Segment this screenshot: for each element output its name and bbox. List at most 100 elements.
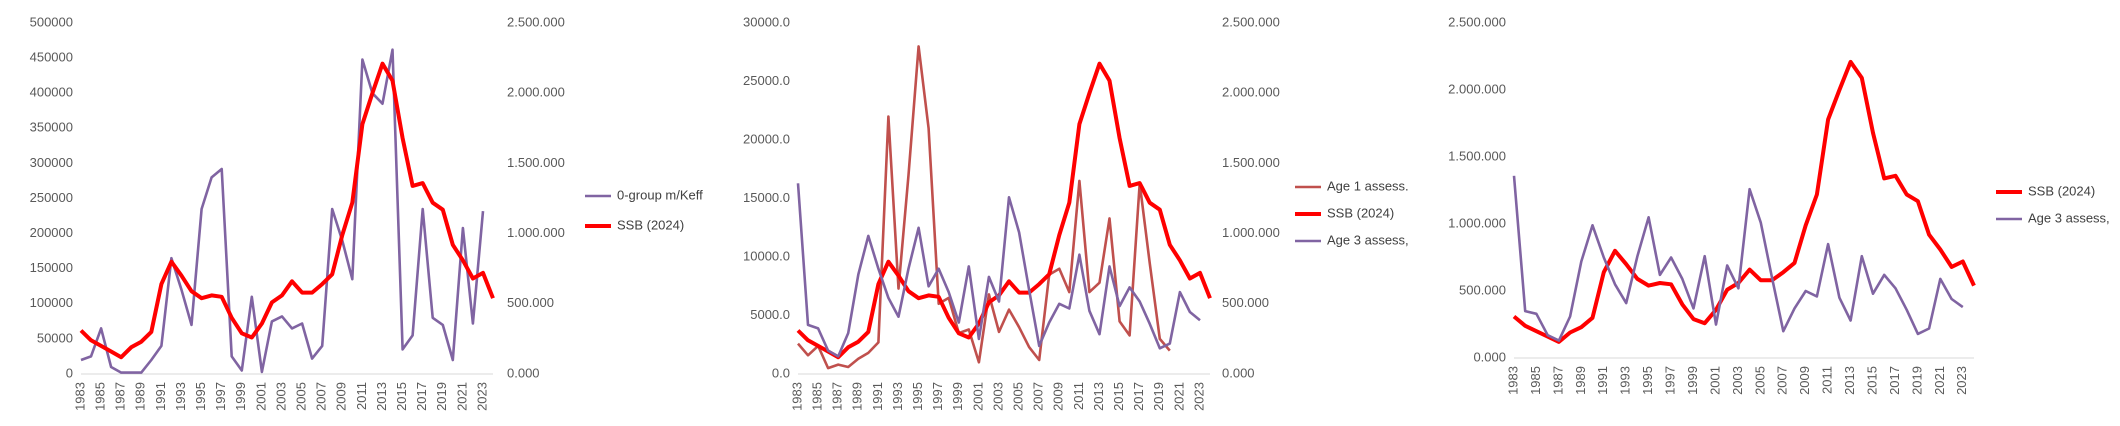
- y-tick-label: 2.500.000: [1448, 14, 1506, 29]
- y-tick-label: 400000: [30, 85, 73, 100]
- y-tick-label: 10000.0: [743, 248, 790, 263]
- x-tick-label: 1991: [153, 382, 168, 411]
- x-tick-label: 2001: [970, 382, 985, 411]
- y-tick-label: 1.500.000: [1448, 148, 1506, 163]
- x-tick-label: 2017: [1131, 382, 1146, 411]
- y2-tick-label: 1.000.000: [507, 225, 565, 240]
- x-tick-label: 2019: [434, 382, 449, 411]
- x-tick-label: 2019: [1909, 366, 1924, 395]
- y2-tick-label: 500.000: [1222, 295, 1269, 310]
- x-tick-label: 1991: [870, 382, 885, 411]
- x-tick-label: 1995: [193, 382, 208, 411]
- x-tick-label: 1989: [850, 382, 865, 411]
- y2-tick-label: 0.000: [507, 365, 540, 380]
- legend-label: 0-group m/Keff: [617, 187, 703, 202]
- y-tick-label: 500.000: [1459, 282, 1506, 297]
- y2-tick-label: 2.500.000: [1222, 14, 1280, 29]
- legend-label: Age 3 assess,: [1327, 232, 1409, 247]
- x-tick-label: 2019: [1151, 382, 1166, 411]
- x-tick-label: 2021: [454, 382, 469, 411]
- x-tick-label: 1991: [1595, 366, 1610, 395]
- y-tick-label: 300000: [30, 155, 73, 170]
- x-tick-label: 1985: [1528, 366, 1543, 395]
- series-line: [1512, 59, 1976, 344]
- y2-tick-label: 1.000.000: [1222, 225, 1280, 240]
- x-tick-label: 1995: [1640, 366, 1655, 395]
- x-tick-label: 2009: [334, 382, 349, 411]
- x-tick-label: 2021: [1932, 366, 1947, 395]
- series-line: [797, 45, 1171, 370]
- x-tick-label: 2003: [1730, 366, 1745, 395]
- y-tick-label: 100000: [30, 295, 73, 310]
- y-tick-label: 5000.0: [750, 307, 790, 322]
- y-tick-label: 500000: [30, 14, 73, 29]
- y-tick-label: 1.000.000: [1448, 215, 1506, 230]
- y2-tick-label: 2.000.000: [1222, 85, 1280, 100]
- y-tick-label: 20000.0: [743, 131, 790, 146]
- y-tick-label: 2.000.000: [1448, 81, 1506, 96]
- x-tick-label: 2013: [1091, 382, 1106, 411]
- x-tick-label: 2021: [1171, 382, 1186, 411]
- legend-label: Age 1 assess.: [1327, 178, 1409, 193]
- x-tick-label: 2001: [1707, 366, 1722, 395]
- x-tick-label: 1999: [233, 382, 248, 411]
- x-tick-label: 1999: [950, 382, 965, 411]
- x-tick-label: 1985: [810, 382, 825, 411]
- x-tick-label: 2005: [294, 382, 309, 411]
- x-tick-label: 1983: [1505, 366, 1520, 395]
- x-tick-label: 2023: [1191, 382, 1206, 411]
- x-tick-label: 1997: [213, 382, 228, 411]
- x-tick-label: 1997: [930, 382, 945, 411]
- y-tick-label: 0.000: [1473, 349, 1506, 364]
- series-line: [796, 183, 1201, 358]
- x-tick-label: 2013: [1842, 366, 1857, 395]
- x-tick-label: 2007: [314, 382, 329, 411]
- y-tick-label: 350000: [30, 120, 73, 135]
- y-tick-label: 0.0: [772, 365, 790, 380]
- y2-tick-label: 2.000.000: [507, 85, 565, 100]
- y-tick-label: 150000: [30, 260, 73, 275]
- x-tick-label: 2015: [1111, 382, 1126, 411]
- series-line: [79, 61, 495, 360]
- x-tick-label: 2007: [1031, 382, 1046, 411]
- y2-tick-label: 0.000: [1222, 365, 1255, 380]
- x-tick-label: 1989: [1573, 366, 1588, 395]
- series-line: [796, 61, 1212, 360]
- x-tick-label: 1985: [93, 382, 108, 411]
- y2-tick-label: 1.500.000: [1222, 155, 1280, 170]
- x-tick-label: 2009: [1051, 382, 1066, 411]
- x-tick-label: 1987: [1550, 366, 1565, 395]
- x-tick-label: 2001: [253, 382, 268, 411]
- legend-label: Age 3 assess,: [2028, 210, 2110, 225]
- y-tick-label: 0: [66, 365, 73, 380]
- x-tick-label: 2003: [990, 382, 1005, 411]
- x-tick-label: 2013: [374, 382, 389, 411]
- y-tick-label: 450000: [30, 50, 73, 65]
- y-tick-label: 30000.0: [743, 14, 790, 29]
- x-tick-label: 2003: [273, 382, 288, 411]
- legend-label: SSB (2024): [1327, 205, 1394, 220]
- y-tick-label: 25000.0: [743, 73, 790, 88]
- x-tick-label: 1987: [113, 382, 128, 411]
- x-tick-label: 1983: [789, 382, 804, 411]
- x-tick-label: 2009: [1797, 366, 1812, 395]
- legend-label: SSB (2024): [617, 217, 684, 232]
- x-tick-label: 1997: [1663, 366, 1678, 395]
- y-tick-label: 200000: [30, 225, 73, 240]
- x-tick-label: 2023: [474, 382, 489, 411]
- x-tick-label: 1989: [133, 382, 148, 411]
- series-line: [1512, 175, 1964, 342]
- x-tick-label: 2017: [1887, 366, 1902, 395]
- x-tick-label: 2005: [1011, 382, 1026, 411]
- y-tick-label: 250000: [30, 190, 73, 205]
- y2-tick-label: 2.500.000: [507, 14, 565, 29]
- x-tick-label: 1993: [890, 382, 905, 411]
- y-tick-label: 15000.0: [743, 190, 790, 205]
- x-tick-label: 2015: [394, 382, 409, 411]
- x-tick-label: 2015: [1864, 366, 1879, 395]
- x-tick-label: 1983: [72, 382, 87, 411]
- x-tick-label: 2005: [1752, 366, 1767, 395]
- y2-tick-label: 500.000: [507, 295, 554, 310]
- x-tick-label: 2023: [1954, 366, 1969, 395]
- y-tick-label: 50000: [37, 330, 73, 345]
